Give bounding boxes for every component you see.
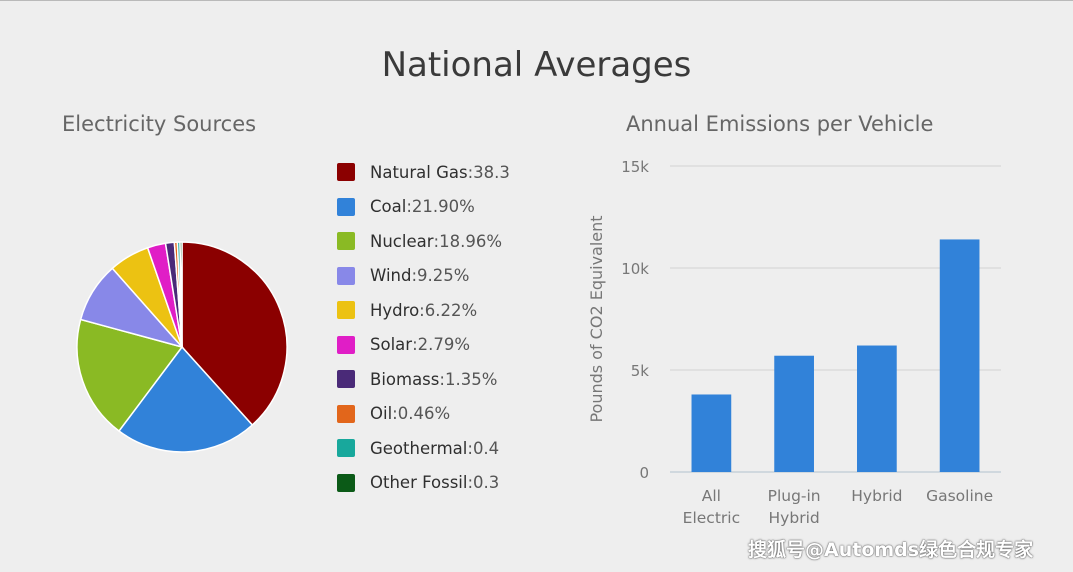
legend-label: Oil xyxy=(370,404,393,424)
y-tick-label: 5k xyxy=(631,362,650,380)
x-category-label: Hybrid xyxy=(851,487,902,505)
legend-label: Nuclear xyxy=(370,231,434,251)
legend-value: 9.25% xyxy=(417,266,470,286)
legend-value: 1.35% xyxy=(444,369,498,389)
legend-value: 18.96% xyxy=(439,231,502,251)
legend-swatch xyxy=(337,301,355,320)
legend-item-coal: Coal: 21.90% xyxy=(337,190,515,225)
top-border xyxy=(0,0,1073,1)
x-category-label: Gasoline xyxy=(926,487,993,505)
legend-label: Other Fossil xyxy=(370,473,468,493)
y-tick-label: 10k xyxy=(621,260,649,278)
legend-separator: : xyxy=(467,162,474,182)
legend-value: 0.46% xyxy=(397,404,451,424)
legend-item-geothermal: Geothermal: 0.4 xyxy=(337,431,515,466)
legend-swatch xyxy=(337,163,355,182)
legend-separator: : xyxy=(412,335,418,355)
legend-swatch xyxy=(337,335,355,354)
y-tick-label: 0 xyxy=(639,464,649,482)
legend-separator: : xyxy=(433,231,440,251)
bar-gasoline xyxy=(939,239,980,472)
x-category-label: Plug-in xyxy=(768,487,821,505)
x-category-label: All xyxy=(702,487,721,505)
bar-plug-in-hybrid xyxy=(774,355,814,472)
y-axis-title: Pounds of CO2 Equivalent xyxy=(587,215,606,422)
legend-separator: : xyxy=(411,266,418,286)
bar-chart-title: Annual Emissions per Vehicle xyxy=(626,112,934,136)
pie-slice-natural-gas xyxy=(181,241,288,427)
legend-swatch xyxy=(337,473,355,492)
legend-swatch xyxy=(337,232,355,251)
pie-legend: Natural Gas: 38.3 Coal: 21.90% Nuclear: 18… xyxy=(337,155,515,500)
legend-label: Natural Gas xyxy=(370,162,468,182)
legend-item-biomass: Biomass: 1.35% xyxy=(337,362,515,397)
pie-slice-nuclear xyxy=(76,318,184,433)
bar-all-electric xyxy=(691,394,732,472)
legend-label: Biomass xyxy=(370,369,440,389)
legend-item-oil: Oil: 0.46% xyxy=(337,397,515,432)
legend-swatch xyxy=(337,266,355,285)
page-title: National Averages xyxy=(381,45,692,85)
legend-value: 0.4 xyxy=(472,438,500,458)
legend-separator: : xyxy=(439,369,445,389)
legend-swatch xyxy=(337,404,355,423)
legend-separator: : xyxy=(419,300,425,320)
legend-value: 0.3 xyxy=(473,473,500,493)
legend-separator: : xyxy=(406,197,412,217)
legend-item-hydro: Hydro: 6.22% xyxy=(337,293,515,328)
legend-label: Coal xyxy=(370,197,407,217)
legend-item-wind: Wind: 9.25% xyxy=(337,259,515,294)
legend-swatch xyxy=(337,370,355,389)
legend-item-solar: Solar: 2.79% xyxy=(337,328,515,363)
legend-label: Geothermal xyxy=(370,438,468,458)
legend-swatch xyxy=(337,197,355,216)
pie-chart-title: Electricity Sources xyxy=(62,112,257,136)
legend-value: 38.3 xyxy=(473,162,510,182)
legend-value: 2.79% xyxy=(417,335,471,355)
x-category-label: Electric xyxy=(683,509,740,527)
pie-slice-coal xyxy=(117,345,254,453)
legend-value: 6.22% xyxy=(424,300,478,320)
legend-item-nuclear: Nuclear: 18.96% xyxy=(337,224,515,259)
y-tick-label: 15k xyxy=(621,158,649,176)
legend-separator: : xyxy=(467,438,473,458)
legend-value: 21.90% xyxy=(411,197,475,217)
legend-swatch xyxy=(337,439,355,458)
legend-separator: : xyxy=(467,473,474,493)
legend-label: Wind xyxy=(370,266,412,286)
legend-label: Solar xyxy=(370,335,413,355)
legend-label: Hydro xyxy=(370,300,420,320)
annual-emissions-bar-chart: Pounds of CO2 Equivalent 0 5k 10k 15k All Elec… xyxy=(587,158,1001,527)
x-category-label: Hybrid xyxy=(769,509,820,527)
electricity-sources-pie-chart xyxy=(76,241,288,453)
pie-slice-other-fossil xyxy=(179,241,183,348)
legend-separator: : xyxy=(392,404,398,424)
legend-item-natural-gas: Natural Gas: 38.3 xyxy=(337,155,515,190)
bar-hybrid xyxy=(857,345,897,472)
watermark: 搜狐号@Automds绿色合规专家 xyxy=(748,539,1034,561)
legend-item-other-fossil: Other Fossil: 0.3 xyxy=(337,466,515,501)
